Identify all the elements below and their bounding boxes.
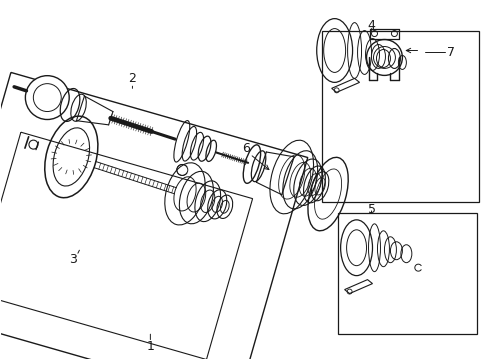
Text: 5: 5 — [367, 203, 375, 216]
Bar — [321, 31, 478, 202]
Text: 3: 3 — [69, 253, 77, 266]
Text: 6: 6 — [242, 141, 249, 155]
Text: 4: 4 — [367, 19, 375, 32]
Bar — [337, 213, 476, 334]
Text: 2: 2 — [128, 72, 136, 85]
Text: 1: 1 — [146, 340, 154, 353]
Ellipse shape — [25, 76, 69, 120]
Text: 7: 7 — [447, 46, 454, 59]
